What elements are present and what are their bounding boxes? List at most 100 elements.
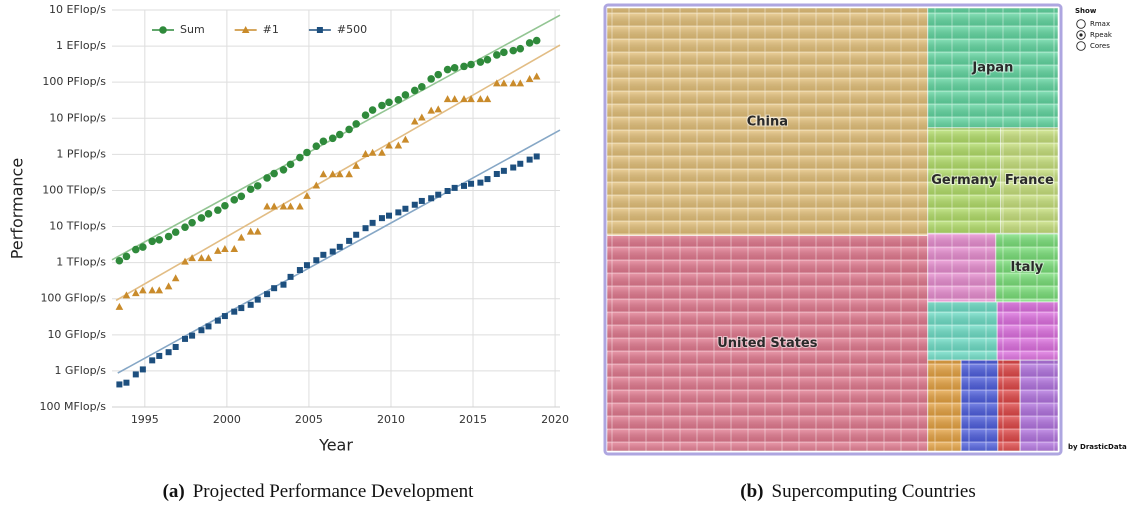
point: [253, 227, 262, 235]
caption-text: Projected Performance Development: [193, 481, 474, 502]
treemap: China United States Japan Germany France Ital…: [606, 7, 1059, 452]
point: [115, 302, 124, 310]
credit: by DrasticData: [1068, 443, 1127, 451]
y-tick-label: 100 PFlop/s: [42, 75, 106, 88]
point: [385, 98, 393, 107]
country-cell[interactable]: [960, 359, 999, 452]
point: [477, 179, 484, 186]
show-control: Show Rmax Rpeak Cores: [1075, 7, 1113, 51]
point: [434, 70, 443, 79]
point: [122, 291, 131, 299]
point: [435, 191, 442, 198]
point: [296, 202, 304, 210]
point: [516, 79, 525, 87]
point: [115, 256, 124, 265]
legend-text: Sum: [180, 23, 205, 36]
point: [148, 286, 157, 294]
radio-label[interactable]: Cores: [1090, 42, 1110, 50]
point: [231, 308, 238, 315]
point: [279, 165, 288, 174]
country-cell[interactable]: [1019, 359, 1059, 452]
point: [378, 148, 386, 156]
point: [263, 174, 271, 182]
point: [328, 170, 337, 178]
point: [427, 75, 435, 83]
x-tick-label: 2010: [377, 413, 405, 426]
point: [286, 160, 295, 169]
point: [148, 237, 157, 246]
point: [443, 65, 452, 74]
country-cell[interactable]: [997, 359, 1021, 452]
point: [238, 305, 245, 312]
country-cell[interactable]: [927, 232, 997, 303]
point: [493, 79, 501, 87]
point: [182, 335, 189, 342]
y-tick-label: 1 TFlop/s: [56, 256, 106, 269]
country-cell[interactable]: [927, 359, 962, 452]
radio[interactable]: [1076, 41, 1086, 51]
point: [395, 209, 402, 216]
point: [270, 169, 278, 178]
point: [532, 72, 541, 80]
point: [246, 185, 255, 194]
point: [483, 55, 492, 64]
series: [115, 72, 541, 310]
point: [296, 153, 304, 162]
point: [303, 191, 311, 199]
legend-marker: [159, 26, 167, 34]
point: [139, 286, 147, 294]
x-tick-label: 2005: [295, 413, 323, 426]
country-cell[interactable]: [996, 301, 1059, 361]
country-cell[interactable]: [927, 301, 998, 361]
point: [484, 176, 491, 183]
point: [155, 235, 164, 244]
point: [221, 313, 228, 320]
point: [369, 219, 376, 226]
country-label: Germany: [931, 173, 997, 188]
point: [254, 296, 261, 303]
point: [280, 281, 287, 288]
point: [319, 137, 328, 146]
point: [353, 231, 360, 238]
point: [303, 148, 311, 157]
point: [205, 323, 212, 330]
point: [188, 218, 196, 227]
point: [303, 262, 310, 269]
legend-marker: [316, 27, 323, 33]
legend: Sum #1 #500: [152, 23, 367, 36]
point: [214, 317, 221, 324]
point: [263, 202, 271, 210]
radio-label[interactable]: Rmax: [1090, 20, 1110, 28]
point: [165, 349, 172, 356]
y-tick-label: 10 GFlop/s: [47, 328, 106, 341]
point: [361, 111, 370, 119]
point: [368, 106, 377, 114]
x-axis-title: Year: [318, 436, 353, 455]
point: [434, 105, 443, 113]
point: [378, 215, 385, 222]
caption-label: (a): [163, 481, 185, 502]
x-tick-label: 1995: [131, 413, 159, 426]
point: [402, 205, 409, 212]
control-title: Show: [1075, 7, 1097, 15]
point: [410, 117, 419, 125]
point: [188, 254, 196, 262]
point: [230, 245, 239, 253]
point: [509, 46, 518, 55]
country-label: France: [1005, 173, 1054, 188]
radio-label[interactable]: Rpeak: [1090, 31, 1113, 39]
point: [450, 95, 459, 103]
radio[interactable]: [1076, 19, 1086, 29]
point: [320, 251, 327, 258]
point: [270, 202, 278, 210]
legend-text: #500: [337, 23, 367, 36]
point: [509, 79, 518, 87]
point: [328, 134, 337, 143]
point: [131, 245, 140, 254]
point: [139, 366, 146, 373]
caption-b: (b) Supercomputing Countries: [740, 481, 975, 502]
point: [237, 233, 246, 241]
point: [352, 161, 360, 169]
point: [401, 91, 410, 99]
